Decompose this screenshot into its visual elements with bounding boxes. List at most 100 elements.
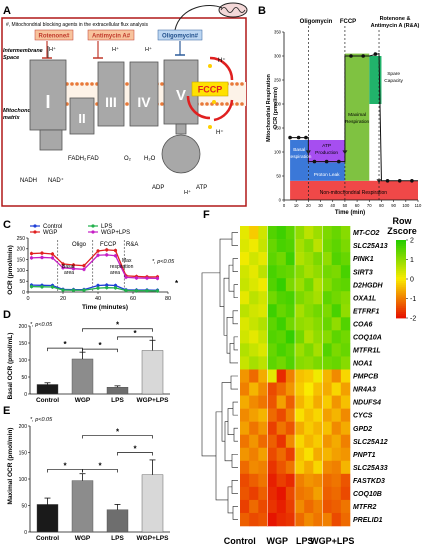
dendrogram-branch — [219, 238, 232, 308]
heatmap-cell — [276, 330, 287, 344]
x-tick-label: 30 — [318, 203, 323, 208]
heatmap-cell — [285, 369, 296, 383]
panel-b-marker-rna-1: Rotenone & — [380, 16, 411, 22]
colorbar-step — [396, 316, 406, 319]
heatmap-cell — [267, 252, 277, 266]
heatmap-cell — [258, 278, 268, 292]
heatmap-cell — [331, 512, 342, 527]
heatmap-cell — [249, 408, 259, 422]
heatmap-cell — [313, 330, 323, 344]
dendrogram-branch — [221, 382, 231, 442]
panel-f-letter: F — [203, 209, 210, 221]
colorbar-step — [396, 275, 406, 278]
heatmap-cell — [276, 343, 287, 357]
data-point — [82, 264, 86, 268]
y-tick-label: 300 — [274, 54, 282, 59]
y-tick-label: 350 — [274, 30, 282, 35]
significance-bracket — [117, 452, 153, 456]
proton-label-iv: H⁺ — [145, 46, 152, 53]
heatmap-cell — [285, 434, 296, 449]
metabolite-adp: ADP — [152, 185, 164, 191]
heatmap-cell — [267, 408, 277, 422]
colorbar-step — [396, 249, 406, 253]
colorbar-step — [396, 306, 406, 309]
panel-a-caption: #, Mitochondrial blocking agents in the … — [6, 22, 149, 28]
heatmap-cell — [258, 486, 268, 501]
significance-star: * — [98, 461, 102, 470]
heatmap-cell — [276, 291, 287, 305]
data-point — [82, 288, 86, 292]
gene-label-slc25a13: SLC25A13 — [353, 243, 388, 250]
heatmap-cell — [267, 278, 277, 292]
colorbar-step — [396, 271, 406, 274]
heatmap-cell — [322, 265, 332, 279]
y-tick-label: 0 — [279, 198, 282, 203]
heatmap-cell — [340, 447, 351, 462]
heatmap-cell — [267, 382, 277, 396]
y-tick-label: 50 — [21, 375, 27, 381]
heatmap-cell — [285, 239, 296, 253]
heatmap-cell — [295, 421, 305, 435]
complex-i-label: I — [45, 92, 50, 112]
heatmap-cell — [322, 460, 332, 475]
heatmap-cell — [276, 304, 287, 318]
heatmap-cell — [331, 265, 342, 279]
heatmap-cell — [249, 512, 259, 527]
y-tick-label: 0 — [24, 530, 27, 536]
heatmap-cell — [340, 382, 351, 396]
significance-star: * — [98, 341, 102, 350]
category-label: WGP — [75, 535, 91, 542]
lipid-head — [200, 102, 204, 106]
metabolite-h2o: H₂O — [144, 156, 156, 162]
heatmap-cell — [276, 434, 287, 449]
y-tick-label: 150 — [19, 450, 28, 456]
heatmap-cell — [267, 239, 277, 253]
significance-bracket — [82, 348, 118, 353]
heatmap-cell — [295, 252, 305, 266]
heatmap-cell — [258, 356, 268, 370]
category-label: Control — [36, 397, 59, 404]
data-point — [113, 286, 118, 290]
heatmap-cell — [249, 265, 259, 279]
heatmap-cell — [276, 369, 287, 383]
basal-respiration-label: Basal — [293, 147, 305, 153]
heatmap-cell — [322, 369, 332, 383]
data-point — [96, 253, 100, 257]
heatmap-cell — [285, 486, 296, 501]
significance-bracket — [82, 469, 118, 473]
legend-title-zscore: Zscore — [387, 226, 417, 236]
significance-star: * — [133, 329, 137, 338]
series-line-wgp-lps — [31, 254, 158, 280]
heatmap-cell — [340, 226, 351, 240]
heatmap-cell — [313, 226, 323, 240]
panel-e-plot: 0 50 100 150 200 Control WGP LPS WGP+LPS * * * * — [19, 424, 170, 542]
heatmap-cell — [276, 460, 287, 475]
series-line-wgp — [31, 249, 158, 278]
heatmap-cell — [322, 252, 332, 266]
panel-b-letter: B — [258, 5, 266, 17]
panel-d-pval: *, p<0.05 — [30, 322, 53, 328]
heatmap-cell — [304, 408, 314, 422]
x-tick-label: 100 — [402, 203, 410, 208]
data-point — [50, 252, 55, 256]
heatmap-cell — [313, 460, 323, 475]
dendrogram-branch — [231, 480, 238, 494]
lipid-head — [160, 102, 164, 106]
heatmap-cell — [258, 395, 268, 409]
heatmap-cell — [285, 278, 296, 292]
category-label: WGP — [75, 397, 91, 404]
maximal-region — [344, 53, 370, 181]
heatmap-cell — [276, 317, 287, 331]
heatmap-cell — [322, 317, 332, 331]
colorbar-step — [396, 294, 406, 297]
heatmap-cell — [295, 447, 305, 462]
heatmap-cell — [285, 408, 296, 422]
panel-c-ylabel: OCR (pmol/min) — [7, 245, 14, 294]
heatmap-cell — [267, 330, 277, 344]
heatmap-cell — [304, 486, 314, 501]
heatmap-cell — [331, 356, 342, 370]
heatmap-cell — [304, 460, 314, 475]
y-tick-label: 200 — [19, 424, 28, 430]
heatmap-cell — [340, 265, 351, 279]
basal-region — [290, 140, 309, 181]
